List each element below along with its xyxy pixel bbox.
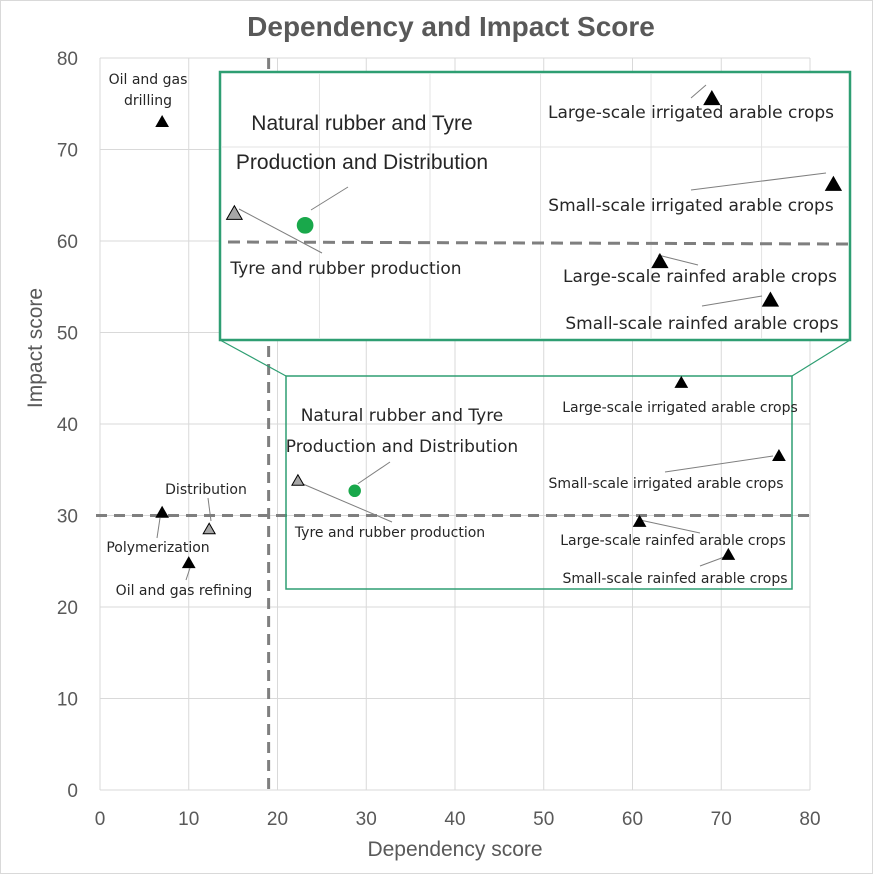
zoom-region-box (285, 375, 793, 590)
inset-label-large-rainfed: Large-scale rainfed arable crops (563, 267, 837, 287)
data-point-9 (721, 547, 736, 560)
y-tick-label-3: 30 (57, 507, 78, 528)
x-tick-label-8: 80 (799, 809, 820, 830)
x-tick-label-6: 60 (622, 809, 643, 830)
leader-tyre-rubber (302, 483, 393, 523)
zoom-connector-right (791, 339, 851, 377)
label-polymerization: Polymerization (106, 540, 209, 556)
inset-data-points (225, 89, 843, 307)
data-point-7 (772, 449, 786, 462)
x-tick-label-7: 70 (711, 809, 732, 830)
inset-leader-lines (238, 84, 827, 307)
x-tick-label-4: 40 (444, 809, 465, 830)
leader-lines (156, 455, 774, 581)
inset-data-point-6 (703, 89, 721, 106)
zoom-connector-left (219, 339, 287, 377)
label-distribution: Distribution (165, 482, 247, 498)
label-large-rainfed: Large-scale rainfed arable crops (560, 533, 786, 549)
label-small-irrigated: Small-scale irrigated arable crops (548, 476, 783, 492)
y-tick-label-2: 20 (57, 598, 78, 619)
zoom-inset-frame (218, 70, 852, 342)
inset-label-natural-rubber-1: Natural rubber and Tyre (251, 112, 472, 135)
data-point-4 (291, 473, 305, 486)
x-tick-label-0: 0 (95, 809, 106, 830)
grid (99, 57, 811, 791)
inset-leader-small-irrigated (690, 172, 827, 191)
inset-data-point-4 (225, 204, 244, 220)
data-point-3 (181, 556, 196, 569)
inset-label-small-rainfed: Small-scale rainfed arable crops (565, 314, 838, 334)
y-tick-label-8: 80 (57, 49, 78, 70)
leader-small-irrigated (664, 455, 774, 473)
data-point-1 (202, 522, 217, 535)
threshold-lines (96, 58, 810, 790)
leader-large-rainfed (639, 519, 701, 534)
inset-leader-large-rainfed (657, 254, 699, 266)
label-oil-gas-drilling-1: Oil and gas (109, 72, 188, 88)
label-natural-rubber-2: Production and Distribution (286, 437, 518, 457)
y-tick-label-1: 10 (57, 690, 78, 711)
label-oil-gas-refining: Oil and gas refining (116, 583, 253, 599)
y-tick-label-0: 0 (67, 781, 78, 802)
leader-distribution (207, 497, 212, 522)
inset-label-large-irrigated: Large-scale irrigated arable crops (548, 103, 834, 123)
inset-leader-natural-rubber (310, 186, 349, 211)
inset-data-point-8 (651, 252, 669, 269)
label-large-irrigated: Large-scale irrigated arable crops (562, 400, 798, 416)
inset-threshold-line (227, 240, 849, 246)
zoom-inset: Natural rubber and Tyre Production and D… (218, 70, 852, 342)
y-axis-label: Impact score (24, 288, 47, 408)
inset-leader-large-irrigated (690, 84, 707, 99)
inset-grid (222, 74, 848, 338)
data-point-8 (632, 514, 647, 527)
x-tick-label-3: 30 (356, 809, 377, 830)
inset-label-natural-rubber-2: Production and Distribution (236, 151, 488, 174)
x-tick-label-1: 10 (178, 809, 199, 830)
y-tick-label-4: 40 (57, 415, 78, 436)
data-point-5 (346, 483, 363, 499)
leader-small-rainfed (699, 555, 728, 567)
leader-natural-rubber (355, 461, 391, 486)
leader-oil-gas-refining (185, 567, 191, 581)
inset-data-point-7 (824, 175, 843, 191)
inset-leader-tyre-rubber (238, 208, 323, 254)
data-points (155, 115, 786, 569)
inset-label-small-irrigated: Small-scale irrigated arable crops (548, 196, 834, 216)
x-axis-label: Dependency score (367, 838, 542, 861)
inset-data-point-5 (295, 215, 315, 236)
label-oil-gas-drilling-2: drilling (124, 93, 172, 109)
zoom-connectors (219, 339, 851, 377)
tick-labels: 0 10 20 30 40 50 60 70 80 0 10 20 30 40 50 60 70 80 (57, 49, 821, 830)
y-tick-label-5: 50 (57, 324, 78, 345)
y-tick-label-7: 70 (57, 141, 78, 162)
label-small-rainfed: Small-scale rainfed arable crops (562, 571, 787, 587)
label-tyre-rubber: Tyre and rubber production (294, 525, 485, 541)
data-point-2 (155, 505, 169, 518)
leader-polymerization (156, 517, 161, 539)
chart-title: Dependency and Impact Score (247, 11, 655, 42)
x-tick-label-2: 20 (267, 809, 288, 830)
inset-data-point-9 (761, 291, 780, 307)
inset-leader-small-rainfed (701, 295, 763, 307)
data-point-6 (674, 375, 689, 388)
x-tick-label-5: 50 (533, 809, 554, 830)
y-tick-label-6: 60 (57, 232, 78, 253)
inset-label-tyre-rubber: Tyre and rubber production (229, 259, 461, 279)
label-natural-rubber-1: Natural rubber and Tyre (301, 406, 504, 426)
data-point-0 (155, 115, 169, 128)
